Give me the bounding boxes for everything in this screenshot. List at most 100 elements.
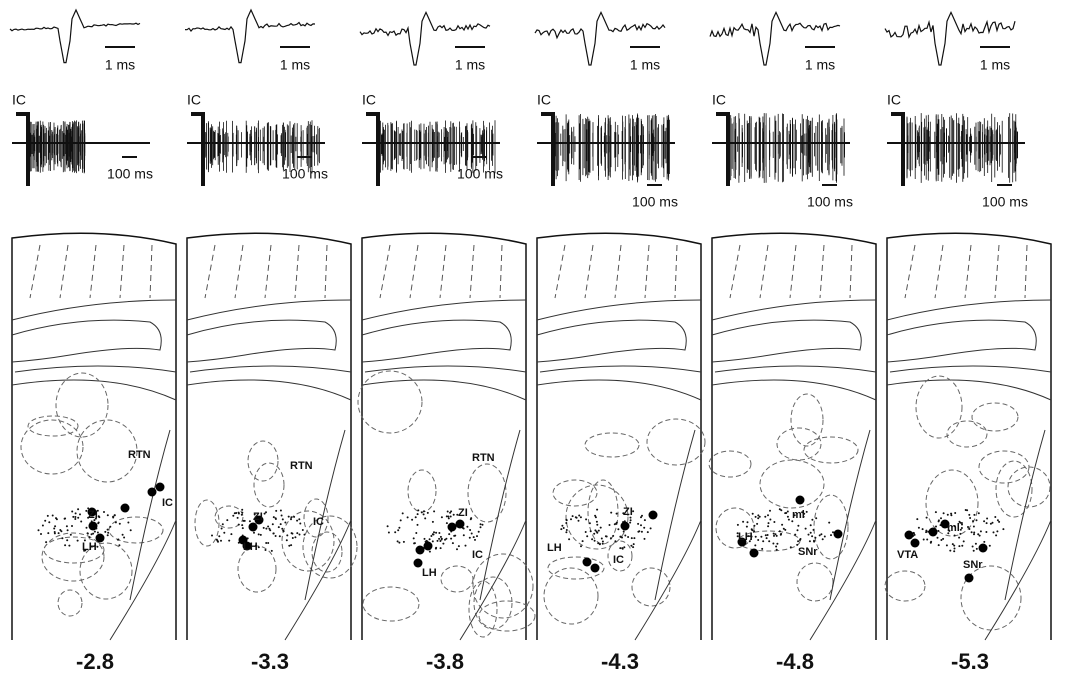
stipple: [596, 531, 599, 534]
coordinate: -3.3: [251, 649, 289, 674]
stipple: [814, 536, 817, 539]
stipple: [617, 528, 620, 531]
stipple: [257, 533, 260, 536]
stipple: [937, 529, 940, 532]
region-label: RTN: [290, 460, 313, 472]
stipple: [828, 521, 831, 524]
stipple: [973, 533, 975, 536]
stipple: [454, 534, 457, 537]
stipple: [271, 523, 274, 526]
stipple: [413, 542, 416, 545]
stipple: [476, 535, 478, 538]
stipple: [765, 537, 768, 540]
stipple: [947, 532, 950, 535]
stipple: [596, 508, 599, 511]
stipple: [808, 540, 811, 543]
radial: [89, 244, 97, 299]
region-label: RTN: [128, 449, 151, 461]
stipple: [803, 512, 806, 515]
stipple: [435, 531, 438, 534]
fiber: [109, 429, 177, 641]
stipple: [940, 539, 943, 541]
stipple: [293, 515, 296, 518]
atlas-outline: [186, 232, 352, 640]
stipple: [962, 540, 965, 543]
spike-waveform: [709, 10, 841, 66]
stipple: [958, 536, 961, 539]
stipple: [80, 520, 83, 523]
radial: [759, 244, 769, 299]
stipple: [64, 544, 67, 547]
stipple: [629, 519, 632, 522]
stipple: [472, 536, 475, 539]
stipple: [767, 525, 770, 528]
stipple: [958, 545, 961, 548]
recording-site: [648, 510, 658, 520]
spike-waveform: [184, 8, 316, 64]
stipple: [640, 524, 642, 527]
stipple: [240, 513, 243, 516]
stipple: [464, 544, 467, 547]
stipple: [760, 535, 763, 538]
recording-site: [582, 557, 592, 567]
stipple: [479, 526, 482, 529]
stipple: [74, 518, 77, 520]
recording-site: [423, 541, 433, 551]
stipple: [466, 525, 469, 528]
stipple: [736, 532, 739, 535]
stipple: [597, 529, 600, 532]
stipple: [79, 513, 81, 516]
stipple: [623, 546, 626, 549]
stipple: [236, 516, 239, 519]
fiber: [984, 429, 1052, 641]
stipple: [279, 523, 282, 526]
stim-label: IC: [12, 92, 26, 108]
radial: [934, 244, 944, 299]
spike-waveform: [534, 10, 666, 66]
recording-site: [447, 522, 457, 532]
atlas-outline: [11, 232, 177, 640]
cortex: [11, 299, 177, 363]
nucleus: [978, 450, 1030, 484]
nucleus: [468, 580, 498, 638]
stipple: [456, 548, 458, 551]
stipple: [274, 518, 277, 520]
stipple: [929, 541, 932, 544]
stipple: [615, 521, 618, 524]
stipple: [462, 534, 465, 537]
cortex: [711, 299, 877, 363]
stipple: [754, 544, 757, 547]
stipple: [1002, 528, 1005, 531]
stipple: [625, 509, 628, 512]
stipple: [950, 514, 953, 517]
stipple: [48, 521, 51, 524]
nucleus: [357, 370, 423, 434]
stipple: [978, 534, 981, 537]
raster-scale: 100 ms: [107, 166, 153, 182]
radial: [849, 244, 853, 299]
stipple: [423, 510, 425, 513]
stipple: [398, 526, 401, 529]
stipple: [979, 530, 982, 533]
stipple: [262, 526, 265, 529]
nucleus: [467, 463, 507, 523]
stipple: [411, 518, 414, 521]
nucleus: [281, 510, 335, 572]
stipple: [629, 521, 632, 524]
stipple: [74, 512, 77, 515]
stipple: [53, 527, 56, 530]
stipple: [797, 524, 800, 527]
stipple: [609, 537, 612, 540]
nucleus: [646, 418, 706, 466]
stipple: [753, 530, 756, 533]
stipple: [921, 528, 924, 531]
stipple: [599, 526, 602, 529]
cortex: [886, 299, 1052, 363]
nucleus: [247, 440, 279, 482]
coordinate: -4.3: [601, 649, 639, 674]
stipple: [253, 531, 255, 534]
stipple: [774, 533, 777, 536]
stipple: [66, 539, 69, 542]
stipple: [778, 530, 781, 533]
stipple: [570, 518, 572, 521]
